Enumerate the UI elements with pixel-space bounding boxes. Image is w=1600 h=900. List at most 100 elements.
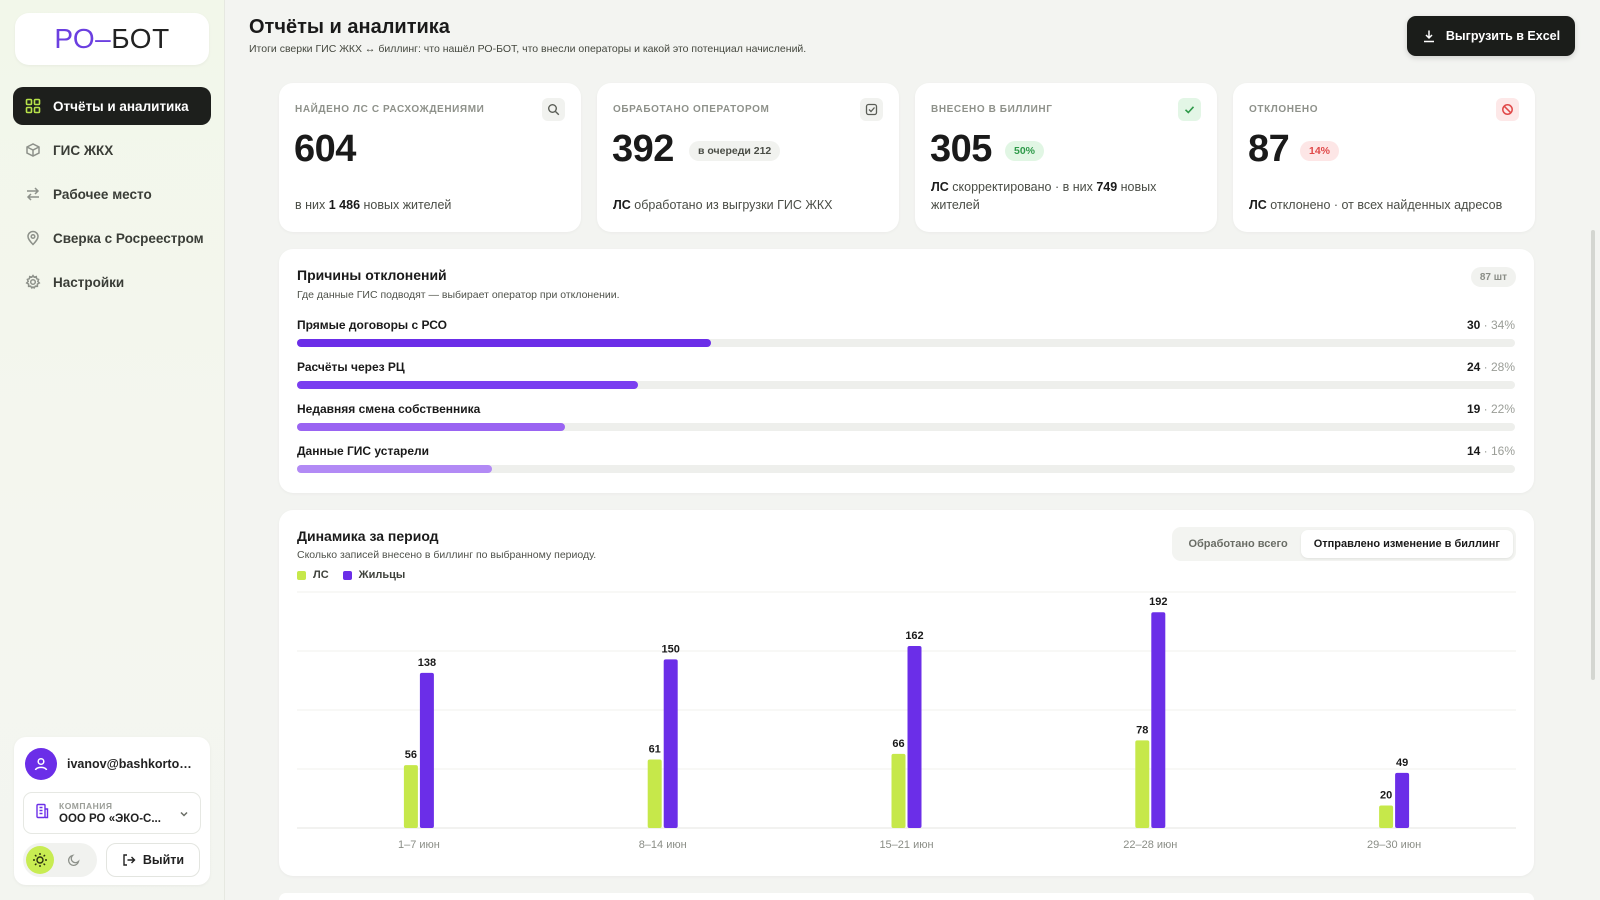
bar-residents[interactable] [907, 645, 922, 828]
logout-button[interactable]: Выйти [106, 843, 200, 877]
export-excel-button[interactable]: Выгрузить в Excel [1407, 16, 1575, 56]
bar-ls[interactable] [1135, 740, 1150, 828]
sidebar-item-gis[interactable]: ГИС ЖКХ [13, 131, 211, 169]
tab-sent-to-billing[interactable]: Отправлено изменение в биллинг [1300, 530, 1513, 558]
chart-legend: ЛС Жильцы [297, 569, 419, 581]
sidebar-item-reports[interactable]: Отчёты и аналитика [13, 87, 211, 125]
bar-ls[interactable] [403, 765, 418, 828]
next-panel-edge [279, 893, 1534, 900]
reasons-subtitle: Где данные ГИС подводят — выбирает опера… [297, 289, 620, 301]
kpi-label: НАЙДЕНО ЛС С РАСХОЖДЕНИЯМИ [295, 104, 485, 115]
gear-icon [25, 274, 41, 290]
reason-label: Расчёты через РЦ [297, 360, 405, 374]
percent-badge: 50% [1005, 141, 1045, 161]
reason-value: 30 · 34% [1466, 318, 1515, 332]
reason-track [297, 339, 1515, 347]
legend-item: Жильцы [342, 569, 405, 581]
reason-row: Прямые договоры с РСО 30 · 34% [297, 318, 1515, 350]
bar-ls[interactable] [647, 759, 662, 828]
sidebar-item-label: Настройки [53, 274, 125, 290]
kpi-label: ОТКЛОНЕНО [1249, 104, 1319, 115]
legend-item: ЛС [297, 569, 329, 581]
dynamics-subtitle: Сколько записей внесено в биллинг по выб… [297, 549, 597, 561]
sidebar-item-rosreestr[interactable]: Сверка с Росреестром [13, 219, 211, 257]
reason-label: Данные ГИС устарели [297, 444, 430, 458]
company-selector[interactable]: КОМПАНИЯ ООО РО «ЭКО-С... [23, 792, 201, 834]
bar-value-label: 150 [662, 643, 680, 655]
logo-part-1: РО [54, 23, 96, 54]
export-label: Выгрузить в Excel [1445, 29, 1561, 43]
tab-processed-total[interactable]: Обработано всего [1188, 538, 1288, 550]
reason-value: 19 · 22% [1466, 402, 1515, 416]
bar-value-label: 20 [1380, 790, 1392, 802]
bar-ls[interactable] [891, 753, 906, 828]
kpi-footnote: ЛС отклонено · от всех найденных адресов [1249, 198, 1503, 212]
kpi-value: 392 [612, 128, 674, 170]
percent-badge: 14% [1300, 141, 1340, 161]
x-tick-label: 1–7 июн [398, 839, 440, 851]
bar-residents[interactable] [1395, 772, 1410, 828]
reason-row: Недавняя смена собственника 19 · 22% [297, 402, 1515, 434]
kpi-value: 604 [294, 128, 356, 170]
kpi-value: 305 [930, 128, 992, 170]
avatar [25, 748, 57, 780]
x-tick-label: 29–30 июн [1367, 839, 1421, 851]
moon-icon [67, 854, 80, 867]
bar-residents[interactable] [663, 659, 678, 828]
sidebar-item-label: ГИС ЖКХ [53, 142, 114, 158]
logo[interactable]: РО – БОТ [15, 13, 209, 65]
reason-row: Данные ГИС устарели 14 · 16% [297, 444, 1515, 476]
company-label: КОМПАНИЯ [59, 801, 113, 811]
sidebar-item-label: Отчёты и аналитика [53, 98, 189, 114]
bar-ls[interactable] [1379, 805, 1394, 828]
checkbox-icon [860, 98, 883, 121]
reasons-title: Причины отклонений [297, 267, 447, 283]
user-row[interactable]: ivanov@bashkortost... [25, 748, 197, 780]
kpi-rejected: ОТКЛОНЕНО 87 14% ЛС отклонено · от всех … [1233, 83, 1535, 232]
sidebar-nav: Отчёты и аналитика ГИС ЖКХ Рабочее место… [13, 87, 211, 307]
bar-value-label: 56 [405, 749, 417, 761]
map-pin-icon [25, 230, 41, 246]
download-icon [1423, 30, 1434, 43]
reason-value: 14 · 16% [1466, 444, 1515, 458]
bar-residents[interactable] [419, 672, 434, 828]
bar-value-label: 61 [649, 743, 661, 755]
search-icon [542, 98, 565, 121]
dynamics-title: Динамика за период [297, 528, 439, 544]
kpi-value: 87 [1248, 128, 1290, 170]
sidebar: РО – БОТ Отчёты и аналитика ГИС ЖКХ Рабоче… [0, 0, 225, 900]
reason-label: Прямые договоры с РСО [297, 318, 447, 332]
theme-toggle [23, 843, 97, 877]
dashboard-icon [25, 98, 41, 114]
user-email: ivanov@bashkortost... [67, 757, 197, 771]
reason-value: 24 · 28% [1466, 360, 1515, 374]
dynamics-tabs: Обработано всего Отправлено изменение в … [1172, 527, 1516, 561]
box-icon [25, 142, 41, 158]
chevron-down-icon [178, 807, 190, 825]
reasons-count-badge: 87 шт [1470, 267, 1516, 287]
kpi-billing: ВНЕСЕНО В БИЛЛИНГ 305 50% ЛС скорректиро… [915, 83, 1217, 232]
kpi-label: ВНЕСЕНО В БИЛЛИНГ [931, 104, 1053, 115]
bar-value-label: 138 [418, 657, 436, 669]
user-card: ivanov@bashkortost... КОМПАНИЯ ООО РО «Э… [14, 737, 210, 885]
kpi-footnote: ЛС скорректировано · в них 749 новых жит… [931, 180, 1157, 212]
sidebar-item-workplace[interactable]: Рабочее место [13, 175, 211, 213]
kpi-footnote: в них 1 486 новых жителей [295, 198, 452, 212]
sidebar-item-label: Сверка с Росреестром [53, 230, 204, 246]
dark-theme-button[interactable] [60, 846, 88, 874]
reason-bar [297, 423, 565, 431]
reasons-panel: Причины отклонений Где данные ГИС подвод… [279, 249, 1534, 493]
sun-icon [33, 853, 47, 867]
scrollbar[interactable] [1591, 230, 1595, 680]
check-icon [1178, 98, 1201, 121]
light-theme-button[interactable] [26, 846, 54, 874]
bar-value-label: 66 [892, 738, 904, 750]
bar-residents[interactable] [1151, 612, 1166, 828]
sidebar-item-settings[interactable]: Настройки [13, 263, 211, 301]
transfer-icon [25, 186, 41, 202]
dynamics-panel: Динамика за период Сколько записей внесе… [279, 510, 1534, 876]
x-tick-label: 15–21 июн [879, 839, 933, 851]
queue-badge: в очереди 212 [689, 141, 781, 161]
reason-bar [297, 465, 492, 473]
logout-label: Выйти [142, 853, 185, 867]
